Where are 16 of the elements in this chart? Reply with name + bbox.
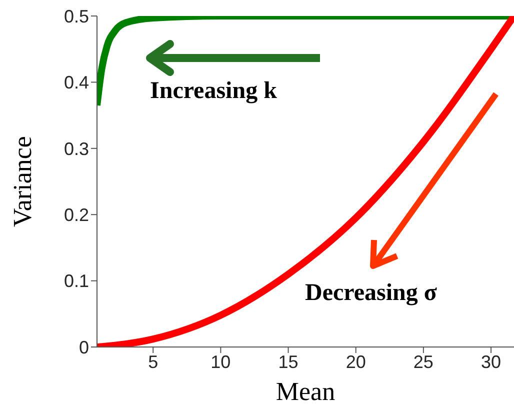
- y-tick-label: 0.4: [64, 72, 89, 93]
- annotation: Decreasing σ: [305, 280, 437, 307]
- y-tick-label: 0.1: [64, 271, 89, 292]
- y-tick-label: 0: [78, 337, 89, 358]
- y-axis-title: Variance: [8, 136, 38, 227]
- x-tick-label: 25: [413, 352, 434, 372]
- y-tick-label: 0.2: [64, 204, 89, 225]
- y-tick-label: 0.5: [64, 6, 89, 26]
- x-tick-label: 20: [346, 352, 366, 372]
- y-tick-label: 0.3: [64, 138, 89, 159]
- x-axis-title: Mean: [276, 377, 336, 406]
- x-tick-label: 15: [278, 352, 298, 372]
- x-tick-label: 5: [148, 352, 158, 372]
- x-tick-label: 10: [210, 352, 231, 372]
- x-tick-label: 30: [481, 352, 502, 372]
- annotation: Increasing k: [150, 78, 277, 105]
